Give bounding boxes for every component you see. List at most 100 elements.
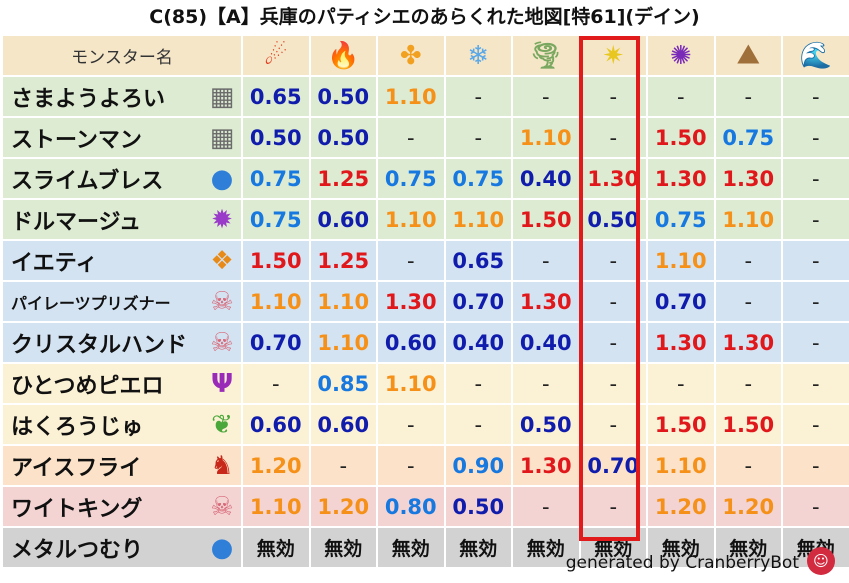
resistance-value: -	[445, 77, 511, 116]
monster-name: ストーンマン	[11, 127, 142, 153]
row-0-name-cell: さまようよろい ▦	[3, 77, 241, 116]
resistance-value: 無効	[648, 528, 714, 567]
resistance-value: 1.50	[513, 200, 579, 239]
row-2-name-cell: スライムブレス ●	[3, 159, 241, 198]
fire-ball-icon: ☄	[264, 40, 288, 71]
header-element-2: ✤	[378, 36, 444, 75]
resistance-value: -	[715, 282, 781, 321]
monster-name: ひとつめピエロ	[11, 373, 164, 399]
wind-clover-icon: ✤	[399, 40, 422, 71]
resistance-value: -	[580, 77, 646, 116]
resistance-value: 0.40	[445, 323, 511, 362]
resistance-value: 1.30	[648, 159, 714, 198]
resistance-value: -	[445, 405, 511, 444]
row-6-name-cell: クリスタルハンド ☠	[3, 323, 241, 362]
resistance-value: 無効	[243, 528, 309, 567]
row-5-name-cell: パイレーツプリズナー ☠	[3, 282, 241, 321]
resistance-value: 1.30	[715, 159, 781, 198]
lightning-burst-icon: ✷	[602, 40, 625, 71]
row-1-name-cell: ストーンマン ▦	[3, 118, 241, 157]
resistance-value: 0.60	[243, 405, 309, 444]
resistance-value: 1.10	[243, 282, 309, 321]
resistance-value: -	[445, 364, 511, 403]
monster-name: アイスフライ	[11, 455, 142, 481]
monster-name: スライムブレス	[11, 168, 164, 194]
resistance-value: 1.50	[648, 118, 714, 157]
resistance-value: 0.60	[310, 200, 376, 239]
resistance-value: 0.75	[445, 159, 511, 198]
resistance-value: 1.25	[310, 159, 376, 198]
resistance-value: 0.75	[378, 159, 444, 198]
resistance-value: 1.25	[310, 241, 376, 280]
row-9-name-cell: アイスフライ ♞	[3, 446, 241, 485]
brick-wall-icon: ▦	[209, 81, 235, 112]
resistance-value: -	[378, 405, 444, 444]
header-element-1: 🔥	[310, 36, 376, 75]
header-element-7: ⛰	[715, 36, 781, 75]
resistance-value: 0.80	[378, 487, 444, 526]
resistance-value: 1.20	[648, 487, 714, 526]
resistance-value: 1.50	[243, 241, 309, 280]
resistance-value: 無効	[715, 528, 781, 567]
header-element-4: 🌪	[513, 36, 579, 75]
resistance-value: -	[783, 159, 849, 198]
resistance-value: 1.10	[513, 118, 579, 157]
resistance-value: 1.20	[243, 446, 309, 485]
row-11-name-cell: メタルつむり ●	[3, 528, 241, 567]
resistance-value: -	[783, 241, 849, 280]
resistance-value: -	[378, 118, 444, 157]
resistance-value: -	[783, 405, 849, 444]
dragon-icon: ♞	[210, 450, 234, 481]
monster-name: クリスタルハンド	[11, 332, 188, 358]
resistance-value: -	[783, 200, 849, 239]
resistance-value: -	[580, 118, 646, 157]
trident-icon: Ψ	[210, 368, 234, 399]
resistance-value: 1.10	[648, 241, 714, 280]
monster-name: メタルつむり	[11, 537, 144, 563]
resistance-value: 1.30	[580, 159, 646, 198]
resistance-value: -	[580, 241, 646, 280]
tornado-icon: 🌪	[529, 40, 563, 71]
row-10-name-cell: ワイトキング ☠	[3, 487, 241, 526]
skull-icon: ☠	[210, 491, 234, 522]
resistance-value: -	[783, 77, 849, 116]
resistance-value: 0.85	[310, 364, 376, 403]
resistance-value: 0.65	[445, 241, 511, 280]
resistance-value: 1.10	[378, 77, 444, 116]
resistance-value: -	[580, 323, 646, 362]
monster-name: パイレーツプリズナー	[11, 293, 171, 313]
resistance-value: 0.75	[243, 200, 309, 239]
resistance-value: 無効	[445, 528, 511, 567]
header-element-6: ✺	[648, 36, 714, 75]
resistance-value: 1.50	[715, 405, 781, 444]
resistance-value: 0.70	[648, 282, 714, 321]
wave-icon: 🌊	[799, 40, 832, 71]
skull-icon: ☠	[210, 327, 234, 358]
resistance-value: -	[580, 364, 646, 403]
resistance-value: 無効	[580, 528, 646, 567]
flame-icon: 🔥	[327, 40, 360, 71]
resistance-value: 1.30	[378, 282, 444, 321]
resistance-value: -	[715, 241, 781, 280]
slime-drop-icon: ●	[210, 532, 234, 563]
resistance-value: 0.65	[243, 77, 309, 116]
resistance-value: -	[378, 446, 444, 485]
resistance-value: -	[445, 118, 511, 157]
resistance-value: 1.10	[445, 200, 511, 239]
header-element-3: ❄	[445, 36, 511, 75]
header-monster-name: モンスター名	[3, 36, 241, 75]
resistance-value: 1.30	[513, 282, 579, 321]
resistance-value: -	[513, 241, 579, 280]
resistance-value: 1.10	[378, 364, 444, 403]
resistance-value: 0.70	[243, 323, 309, 362]
resistance-value: 無効	[378, 528, 444, 567]
resistance-value: -	[715, 364, 781, 403]
brick-wall-icon: ▦	[209, 122, 235, 153]
resistance-value: 0.50	[243, 118, 309, 157]
resistance-value: -	[783, 487, 849, 526]
resistance-value: 1.10	[715, 200, 781, 239]
resistance-value: -	[243, 364, 309, 403]
resistance-value: -	[783, 282, 849, 321]
resistance-value: 0.50	[513, 405, 579, 444]
resistance-value: -	[378, 241, 444, 280]
